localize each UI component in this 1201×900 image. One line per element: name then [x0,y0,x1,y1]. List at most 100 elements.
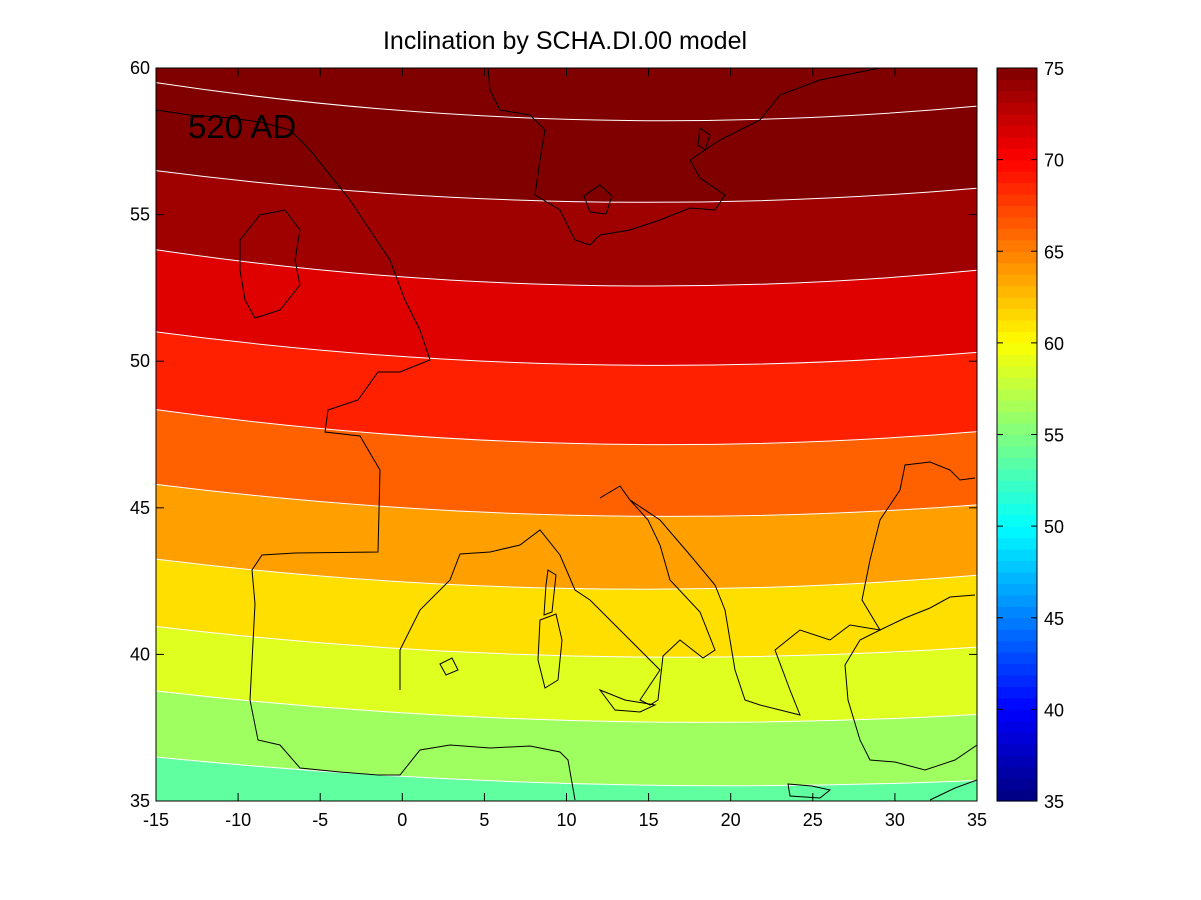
colorbar-tick-label: 50 [1044,517,1064,537]
colorbar-swatch [997,342,1037,355]
colorbar-swatch [997,331,1037,344]
coastline-sardinia [537,613,563,689]
colorbar-ticks: 35 40 45 50 55 60 65 70 75 [997,59,1064,812]
coastline-ireland [239,209,301,319]
colorbar-swatch [997,79,1037,92]
colorbar-swatch [997,606,1037,619]
contour-line [156,331,977,366]
x-tick-label: 30 [885,810,905,830]
colorbar-swatch [997,434,1037,447]
colorbar-swatch [997,789,1037,802]
x-tick-label: 5 [479,810,489,830]
year-annotation: 520 AD [188,108,296,145]
y-tick-label: 45 [130,498,150,518]
colorbar-tick-label: 65 [1044,242,1064,262]
colorbar-swatch [997,514,1037,527]
contour-line [156,409,977,446]
y-tick-label: 40 [130,644,150,664]
colorbar-swatch [997,365,1037,378]
colorbar-swatch [997,205,1037,218]
coastline-north [487,68,881,246]
colorbar-swatch [997,228,1037,241]
x-tick-label: 15 [639,810,659,830]
chart-title: Inclination by SCHA.DI.00 model [383,27,747,55]
colorbar-swatch [997,709,1037,722]
x-tick-label: 35 [967,810,987,830]
colorbar-swatch [997,468,1037,481]
colorbar-swatch [997,102,1037,115]
colorbar-swatch [997,125,1037,138]
x-tick-label: 10 [556,810,576,830]
colorbar-swatch [997,549,1037,562]
colorbar-swatch [997,457,1037,470]
colorbar-swatch [997,766,1037,779]
x-axis-ticks: -15 -10 -5 0 5 10 15 20 25 30 35 [143,68,987,830]
colorbar-swatch [997,171,1037,184]
colorbar-swatch [997,720,1037,733]
colorbar-swatch [997,686,1037,699]
colorbar-swatch [997,285,1037,298]
colorbar-swatch [997,583,1037,596]
y-tick-label: 60 [130,58,150,78]
coastline-balkans [629,461,976,716]
coastline-balearic [439,657,459,676]
colorbar-swatch [997,319,1037,333]
colorbar [997,68,1037,802]
colorbar-tick-label: 55 [1044,426,1064,446]
colorbar-swatch [997,354,1037,367]
contour-line [156,82,977,122]
inclination-band [156,68,977,121]
colorbar-tick-label: 35 [1044,792,1064,812]
colorbar-tick-label: 75 [1044,59,1064,79]
colorbar-swatch [997,778,1037,791]
colorbar-swatch [997,560,1037,573]
colorbar-swatch [997,491,1037,504]
colorbar-swatch [997,640,1037,653]
colorbar-swatch [997,136,1037,149]
colorbar-swatch [997,388,1037,401]
colorbar-swatch [997,526,1037,539]
colorbar-swatch [997,68,1037,81]
colorbar-swatch [997,239,1037,252]
contour-line [156,690,977,723]
contour-line [156,756,977,787]
coastline-danish-isles [583,184,613,215]
colorbar-swatch [997,148,1037,161]
coastline-italy [399,485,716,706]
colorbar-swatch [997,755,1037,768]
colorbar-swatch [997,193,1037,207]
y-axis-ticks: 35 40 45 50 55 60 [130,58,977,811]
colorbar-swatch [997,308,1037,321]
x-tick-label: -10 [225,810,251,830]
coastline-gotland [697,127,711,151]
colorbar-swatch [997,617,1037,630]
colorbar-swatch [997,262,1037,275]
coastline-anatolia [844,594,977,771]
contour-line [156,249,977,287]
plot-area: 520 AD [156,68,977,801]
coastline-west [156,109,576,801]
colorbar-swatch [997,182,1037,195]
colorbar-swatch [997,445,1037,459]
colorbar-swatch [997,377,1037,390]
colorbar-swatch [997,663,1037,676]
y-tick-label: 55 [130,205,150,225]
colorbar-swatch [997,732,1037,745]
y-tick-label: 50 [130,351,150,371]
x-tick-label: -5 [312,810,328,830]
colorbar-swatch [997,90,1037,103]
colorbar-swatch [997,216,1037,229]
colorbar-swatch [997,411,1037,424]
colorbar-swatch [997,503,1037,516]
colorbar-swatch [997,697,1037,710]
colorbar-swatch [997,629,1037,642]
x-tick-label: 20 [721,810,741,830]
colorbar-swatch [997,113,1037,126]
colorbar-swatch [997,274,1037,287]
colorbar-tick-label: 60 [1044,334,1064,354]
coastline-map [156,68,977,801]
colorbar-swatch [997,675,1037,688]
colorbar-swatch [997,652,1037,665]
contour-line [156,626,977,658]
colorbar-tick-label: 40 [1044,700,1064,720]
